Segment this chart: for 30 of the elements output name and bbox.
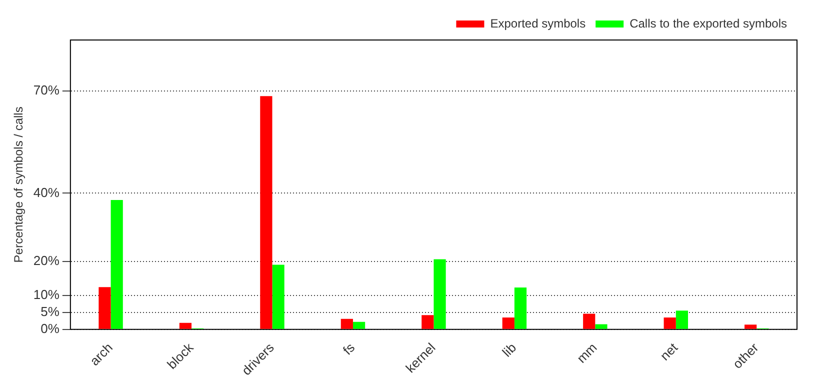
bar [179, 322, 192, 329]
bar [422, 315, 434, 329]
bar [110, 200, 123, 329]
x-tick-label: arch [86, 340, 116, 368]
y-tick-label: 20% [33, 252, 60, 268]
x-tick-label: net [657, 340, 681, 364]
bar [583, 314, 596, 329]
legend-label: Exported symbols [490, 16, 586, 30]
y-tick-label: 5% [40, 304, 60, 319]
y-tick-label: 0% [40, 320, 60, 336]
bar [98, 287, 111, 329]
bar [514, 288, 527, 329]
bar [352, 322, 366, 329]
y-axis-title: Percentage of symbols / calls [12, 106, 26, 263]
bar [434, 259, 446, 329]
bar [664, 317, 676, 329]
x-tick-label: mm [574, 340, 600, 366]
y-tick-label: 40% [33, 184, 60, 200]
bar [595, 324, 608, 329]
bar [676, 310, 688, 329]
x-tick-label: lib [499, 340, 520, 360]
bar [272, 264, 284, 329]
bar [502, 317, 514, 329]
legend-label: Calls to the exported symbols [630, 16, 787, 30]
bar [260, 96, 272, 329]
bar [340, 318, 353, 329]
x-tick-label: fs [340, 340, 358, 358]
y-tick-label: 10% [33, 286, 60, 302]
y-tick-label: 70% [33, 82, 60, 98]
bar [744, 324, 757, 329]
